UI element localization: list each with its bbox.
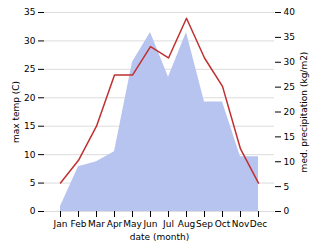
svg-text:Apr: Apr: [107, 219, 123, 229]
svg-text:Sep: Sep: [196, 219, 213, 229]
svg-text:Nov: Nov: [232, 219, 250, 229]
svg-text:35: 35: [284, 32, 295, 42]
svg-text:Dec: Dec: [250, 219, 267, 229]
svg-text:Jun: Jun: [142, 219, 157, 229]
svg-text:40: 40: [284, 7, 296, 17]
svg-text:5: 5: [284, 182, 290, 192]
svg-text:20: 20: [284, 107, 296, 117]
svg-text:Aug: Aug: [178, 219, 196, 229]
svg-text:15: 15: [284, 132, 295, 142]
svg-text:Jan: Jan: [53, 219, 68, 229]
svg-text:0: 0: [30, 206, 36, 216]
svg-text:30: 30: [284, 57, 296, 67]
svg-text:20: 20: [24, 93, 36, 103]
svg-text:35: 35: [24, 7, 35, 17]
svg-text:date (month): date (month): [130, 232, 189, 242]
svg-text:30: 30: [24, 36, 36, 46]
svg-text:25: 25: [284, 82, 295, 92]
svg-text:25: 25: [24, 64, 35, 74]
svg-text:10: 10: [24, 150, 36, 160]
svg-text:15: 15: [24, 121, 35, 131]
svg-text:Jul: Jul: [162, 219, 174, 229]
svg-text:Feb: Feb: [71, 219, 87, 229]
svg-text:max temp (C): max temp (C): [11, 81, 21, 143]
svg-text:Oct: Oct: [215, 219, 231, 229]
svg-text:0: 0: [284, 206, 290, 216]
svg-text:10: 10: [284, 157, 296, 167]
svg-text:med. precipitation (kg/m2): med. precipitation (kg/m2): [299, 52, 309, 173]
svg-text:May: May: [123, 219, 142, 229]
svg-text:5: 5: [30, 178, 36, 188]
svg-text:Mar: Mar: [88, 219, 105, 229]
